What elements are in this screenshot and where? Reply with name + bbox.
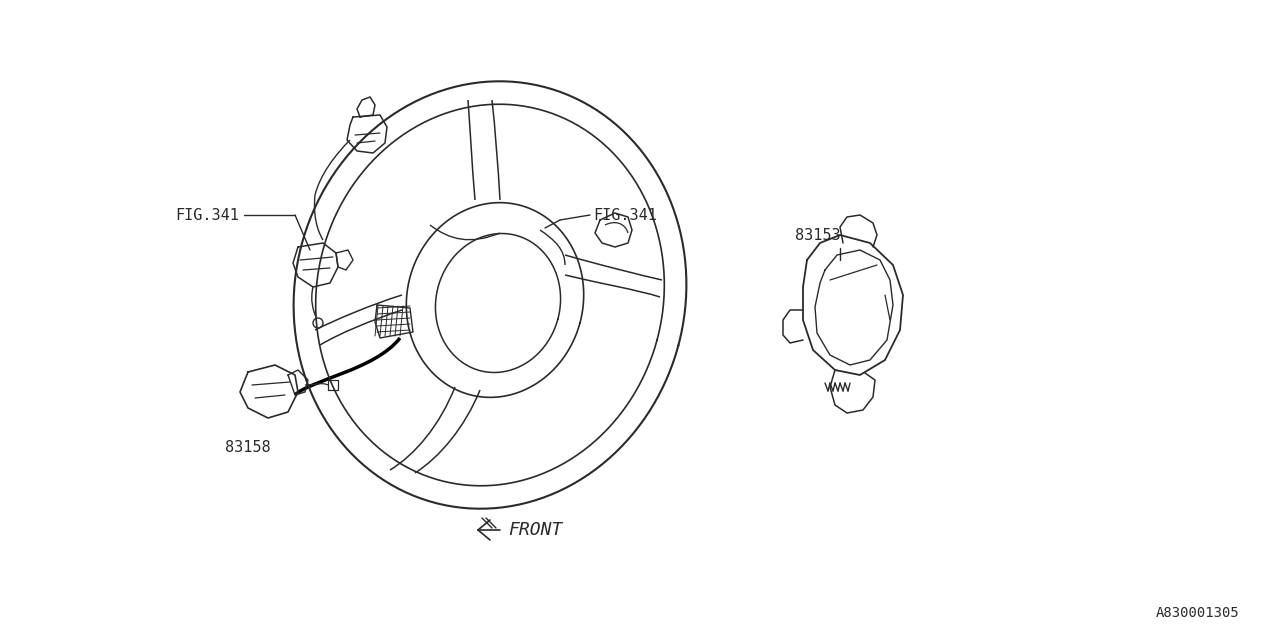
Text: FIG.341: FIG.341 (593, 207, 657, 223)
Text: A830001305: A830001305 (1156, 606, 1240, 620)
Text: FIG.341: FIG.341 (175, 207, 239, 223)
Text: 83153: 83153 (795, 227, 841, 243)
Text: 83158: 83158 (225, 440, 271, 455)
Text: FRONT: FRONT (508, 521, 562, 539)
